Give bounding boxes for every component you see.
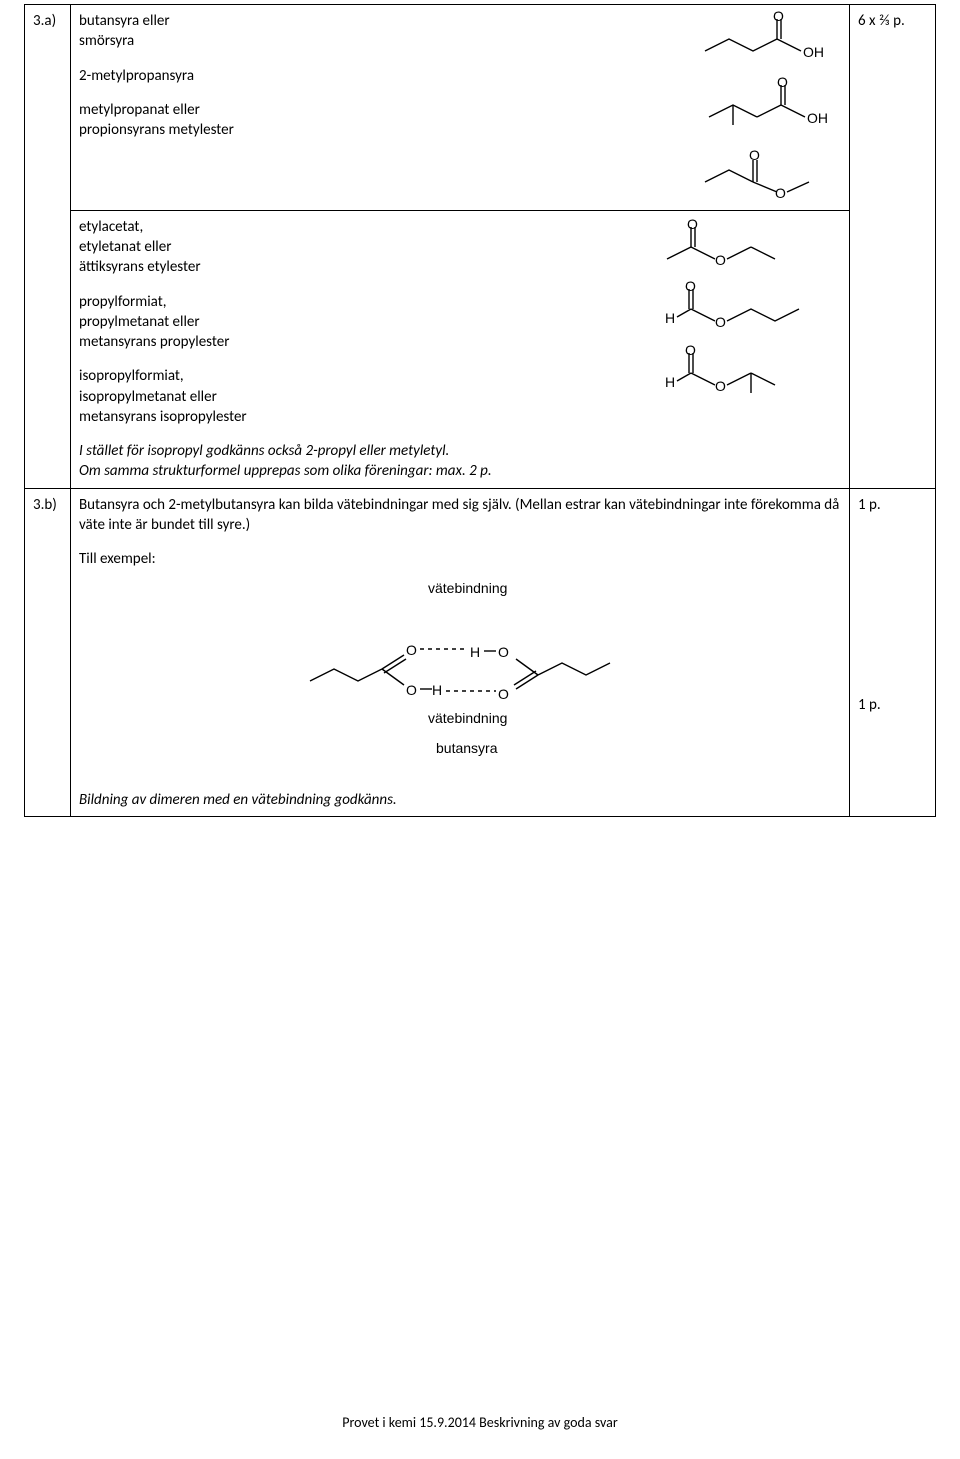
page: 3.a) butansyra eller smörsyra 2-metylpro…	[0, 4, 960, 1459]
table-row: etylacetat, etyletanat eller ättiksyrans…	[25, 210, 936, 488]
svg-text:O: O	[685, 342, 696, 358]
note-text: Bildning av dimeren med en vätebindning …	[79, 790, 841, 810]
item-text: metylpropanat eller propionsyrans metyle…	[79, 100, 679, 141]
svg-text:O: O	[775, 185, 786, 198]
answer-text: Butansyra och 2-metylbutansyra kan bilda…	[79, 495, 841, 536]
cell-3b-pts: 1 p. 1 p.	[850, 488, 936, 816]
structure-ethyl-acetate: O O	[651, 217, 821, 279]
item-text: butansyra eller smörsyra	[79, 11, 679, 52]
hbond-label-top: vätebindning	[428, 580, 507, 596]
q-number: 3.b)	[33, 496, 57, 514]
svg-text:H: H	[470, 644, 480, 660]
svg-text:O: O	[406, 682, 417, 698]
svg-text:O: O	[498, 644, 509, 660]
svg-text:OH: OH	[807, 110, 828, 126]
hbond-label-bottom: vätebindning	[428, 710, 507, 726]
points-text: 1 p.	[858, 495, 927, 515]
q-number: 3.a)	[33, 12, 56, 30]
svg-text:O: O	[685, 279, 696, 294]
page-footer: Provet i kemi 15.9.2014 Beskrivning av g…	[0, 1414, 960, 1431]
item-text: propylformiat, propylmetanat eller metan…	[79, 292, 639, 353]
example-label: Till exempel:	[79, 549, 841, 569]
table-row: 3.a) butansyra eller smörsyra 2-metylpro…	[25, 5, 936, 211]
svg-text:O: O	[715, 314, 726, 330]
structure-isopropyl-formate: H O O	[651, 341, 831, 409]
structure-propyl-formate: H O O	[651, 279, 841, 341]
svg-text:H: H	[665, 374, 675, 390]
dimer-figure: vätebindning O O H	[79, 577, 841, 773]
cell-3b-num: 3.b)	[25, 488, 71, 816]
cell-3a-num: 3.a)	[25, 5, 71, 489]
svg-text:O: O	[715, 252, 726, 268]
compound-label: butansyra	[436, 740, 498, 756]
cell-3a-body-top: butansyra eller smörsyra 2-metylpropansy…	[71, 5, 850, 211]
svg-text:O: O	[715, 378, 726, 394]
svg-text:O: O	[777, 74, 788, 90]
svg-text:H: H	[432, 682, 442, 698]
structure-2-methylpropanoic-acid: O OH	[691, 73, 841, 141]
note-text: I stället för isopropyl godkänns också 2…	[79, 441, 841, 461]
structure-butanoic-acid: O OH	[691, 11, 841, 73]
item-text: isopropylformiat, isopropylmetanat eller…	[79, 366, 639, 427]
cell-3b-body: Butansyra och 2-metylbutansyra kan bilda…	[71, 488, 850, 816]
svg-text:O: O	[687, 217, 698, 232]
svg-text:H: H	[665, 310, 675, 326]
svg-text:O: O	[773, 11, 784, 24]
svg-text:OH: OH	[803, 44, 824, 60]
points-text: 1 p.	[858, 695, 927, 715]
table-row: 3.b) Butansyra och 2-metylbutansyra kan …	[25, 488, 936, 816]
item-text: 2-metylpropansyra	[79, 66, 679, 86]
item-text: etylacetat, etyletanat eller ättiksyrans…	[79, 217, 639, 278]
points-text: 6 x ⅔ p.	[858, 12, 905, 30]
cell-3a-pts: 6 x ⅔ p.	[850, 5, 936, 489]
svg-text:O: O	[406, 642, 417, 658]
answer-table: 3.a) butansyra eller smörsyra 2-metylpro…	[24, 4, 936, 817]
svg-text:O: O	[749, 147, 760, 163]
note-text: Om samma strukturformel upprepas som oli…	[79, 461, 841, 481]
svg-text:O: O	[498, 686, 509, 702]
structure-methyl-propanoate: O O	[691, 142, 841, 204]
cell-3a-body-bottom: etylacetat, etyletanat eller ättiksyrans…	[71, 210, 850, 488]
